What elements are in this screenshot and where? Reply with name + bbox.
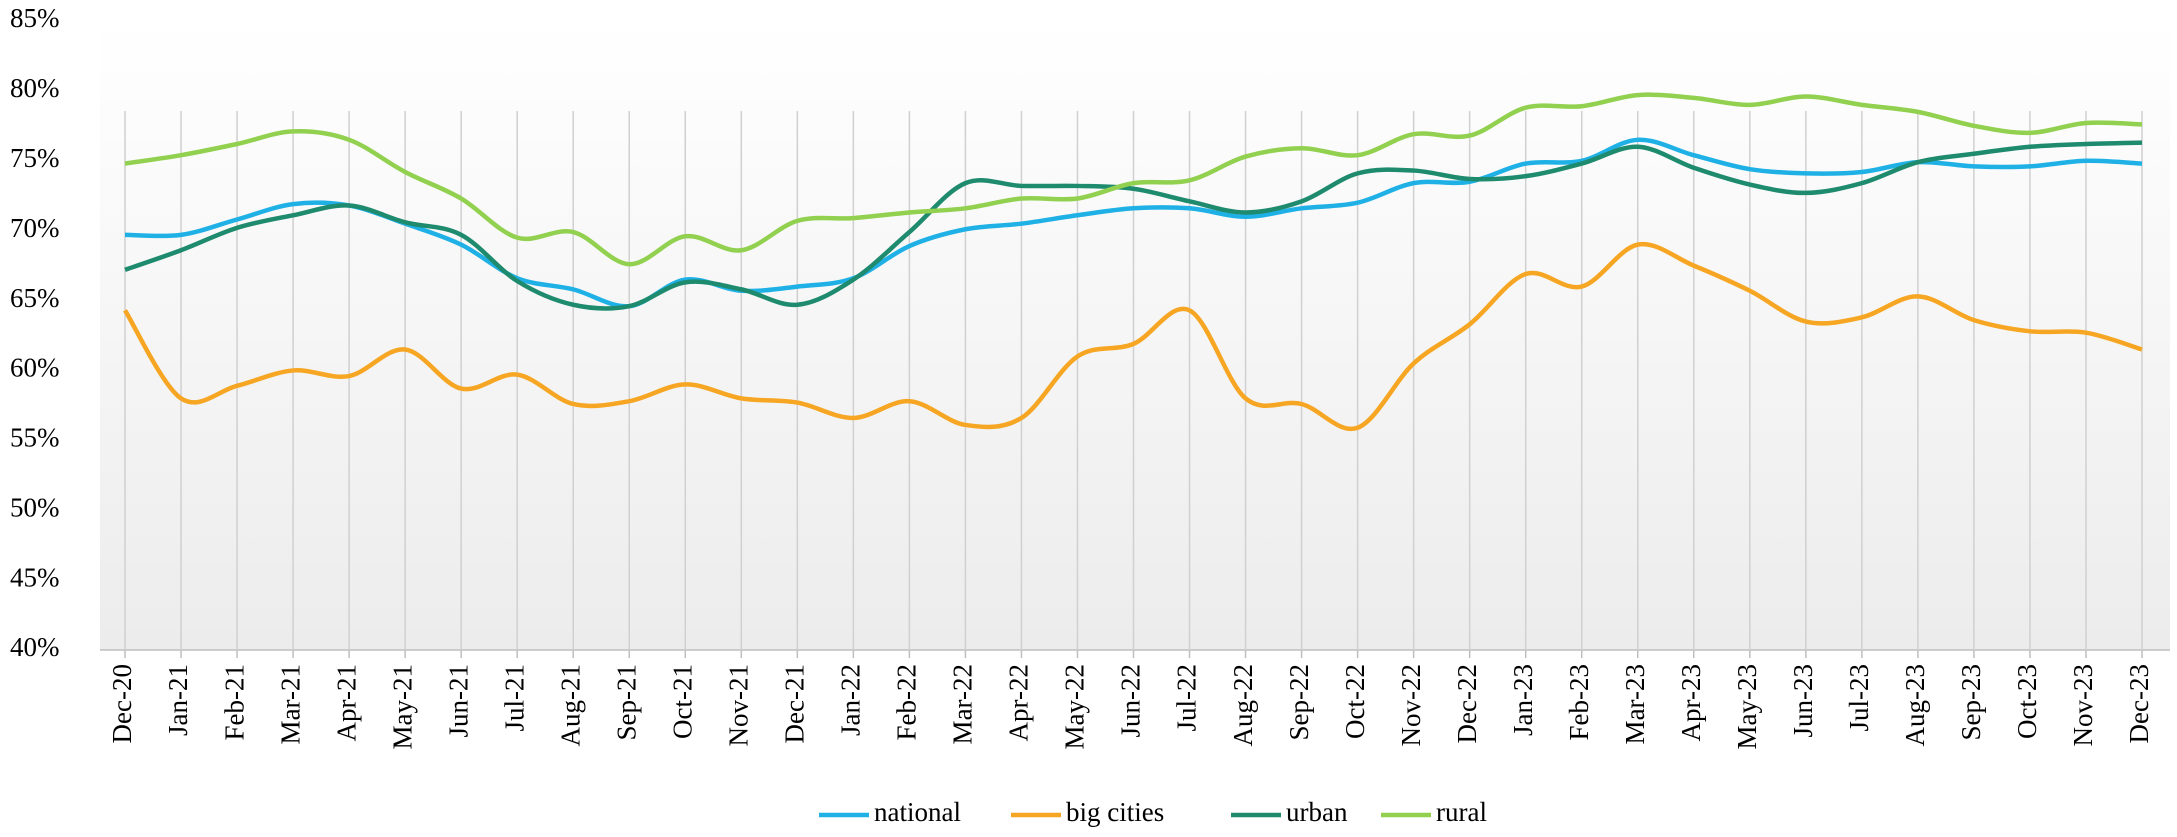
y-tick-label: 45% — [10, 562, 60, 592]
x-tick-label: Jul-22 — [1172, 664, 1202, 732]
x-tick-label: Oct-22 — [1340, 664, 1370, 739]
x-tick-label: Nov-22 — [1396, 664, 1426, 747]
y-tick-label: 40% — [10, 632, 60, 662]
y-tick-label: 85% — [10, 3, 60, 33]
x-tick-label: Dec-20 — [107, 664, 137, 743]
y-tick-label: 80% — [10, 73, 60, 103]
x-tick-label: Mar-22 — [948, 664, 978, 744]
x-tick-label: Jul-23 — [1844, 664, 1874, 732]
line-series — [124, 92, 2143, 267]
x-tick-label: Jun-23 — [1788, 664, 1818, 738]
x-tick-label: Apr-21 — [331, 664, 361, 741]
x-tick-label: Sep-23 — [1956, 664, 1986, 741]
legend-label: urban — [1286, 797, 1348, 827]
x-tick-label: Feb-21 — [219, 664, 249, 741]
x-tick-label: Dec-23 — [2124, 664, 2154, 743]
x-tick-label: Nov-23 — [2068, 664, 2098, 747]
x-tick-label: Jun-22 — [1116, 664, 1146, 738]
x-tick-label: Sep-21 — [611, 664, 641, 741]
x-tick-label: Jan-22 — [836, 664, 866, 736]
x-tick-label: May-21 — [387, 664, 417, 749]
legend-label: big cities — [1066, 797, 1164, 827]
x-tick-label: Jan-21 — [163, 664, 193, 736]
y-tick-label: 75% — [10, 143, 60, 173]
y-tick-label: 55% — [10, 423, 60, 453]
x-tick-label: Jan-23 — [1508, 664, 1538, 736]
plot-area — [100, 21, 2170, 650]
x-tick-label: Jul-21 — [499, 664, 529, 732]
line-series — [124, 137, 2143, 309]
x-tick-label: Feb-22 — [892, 664, 922, 741]
x-tick-label: Nov-21 — [724, 664, 754, 747]
line-series — [123, 241, 2143, 432]
y-tick-label: 50% — [10, 492, 60, 522]
y-tick-label: 65% — [10, 283, 60, 313]
x-tick-label: Oct-21 — [667, 664, 697, 739]
x-tick-label: Apr-23 — [1676, 664, 1706, 741]
x-tick-label: Dec-22 — [1452, 664, 1482, 743]
x-tick-label: Aug-23 — [1900, 664, 1930, 747]
y-tick-label: 70% — [10, 213, 60, 243]
x-tick-label: Feb-23 — [1564, 664, 1594, 741]
x-tick-label: Aug-22 — [1228, 664, 1258, 747]
x-tick-label: Dec-21 — [780, 664, 810, 743]
line-series — [124, 140, 2143, 311]
legend-label: national — [874, 797, 961, 827]
x-tick-label: Apr-22 — [1004, 664, 1034, 741]
x-tick-label: May-22 — [1060, 664, 1090, 749]
x-tick-label: Mar-21 — [275, 664, 305, 744]
x-tick-label: Sep-22 — [1284, 664, 1314, 741]
x-tick-label: Oct-23 — [2012, 664, 2042, 739]
x-tick-label: Jun-21 — [443, 664, 473, 738]
x-tick-label: Mar-23 — [1620, 664, 1650, 744]
x-tick-label: May-23 — [1732, 664, 1762, 749]
y-tick-label: 60% — [10, 353, 60, 383]
x-tick-label: Aug-21 — [555, 664, 585, 747]
legend-label: rural — [1436, 797, 1487, 827]
